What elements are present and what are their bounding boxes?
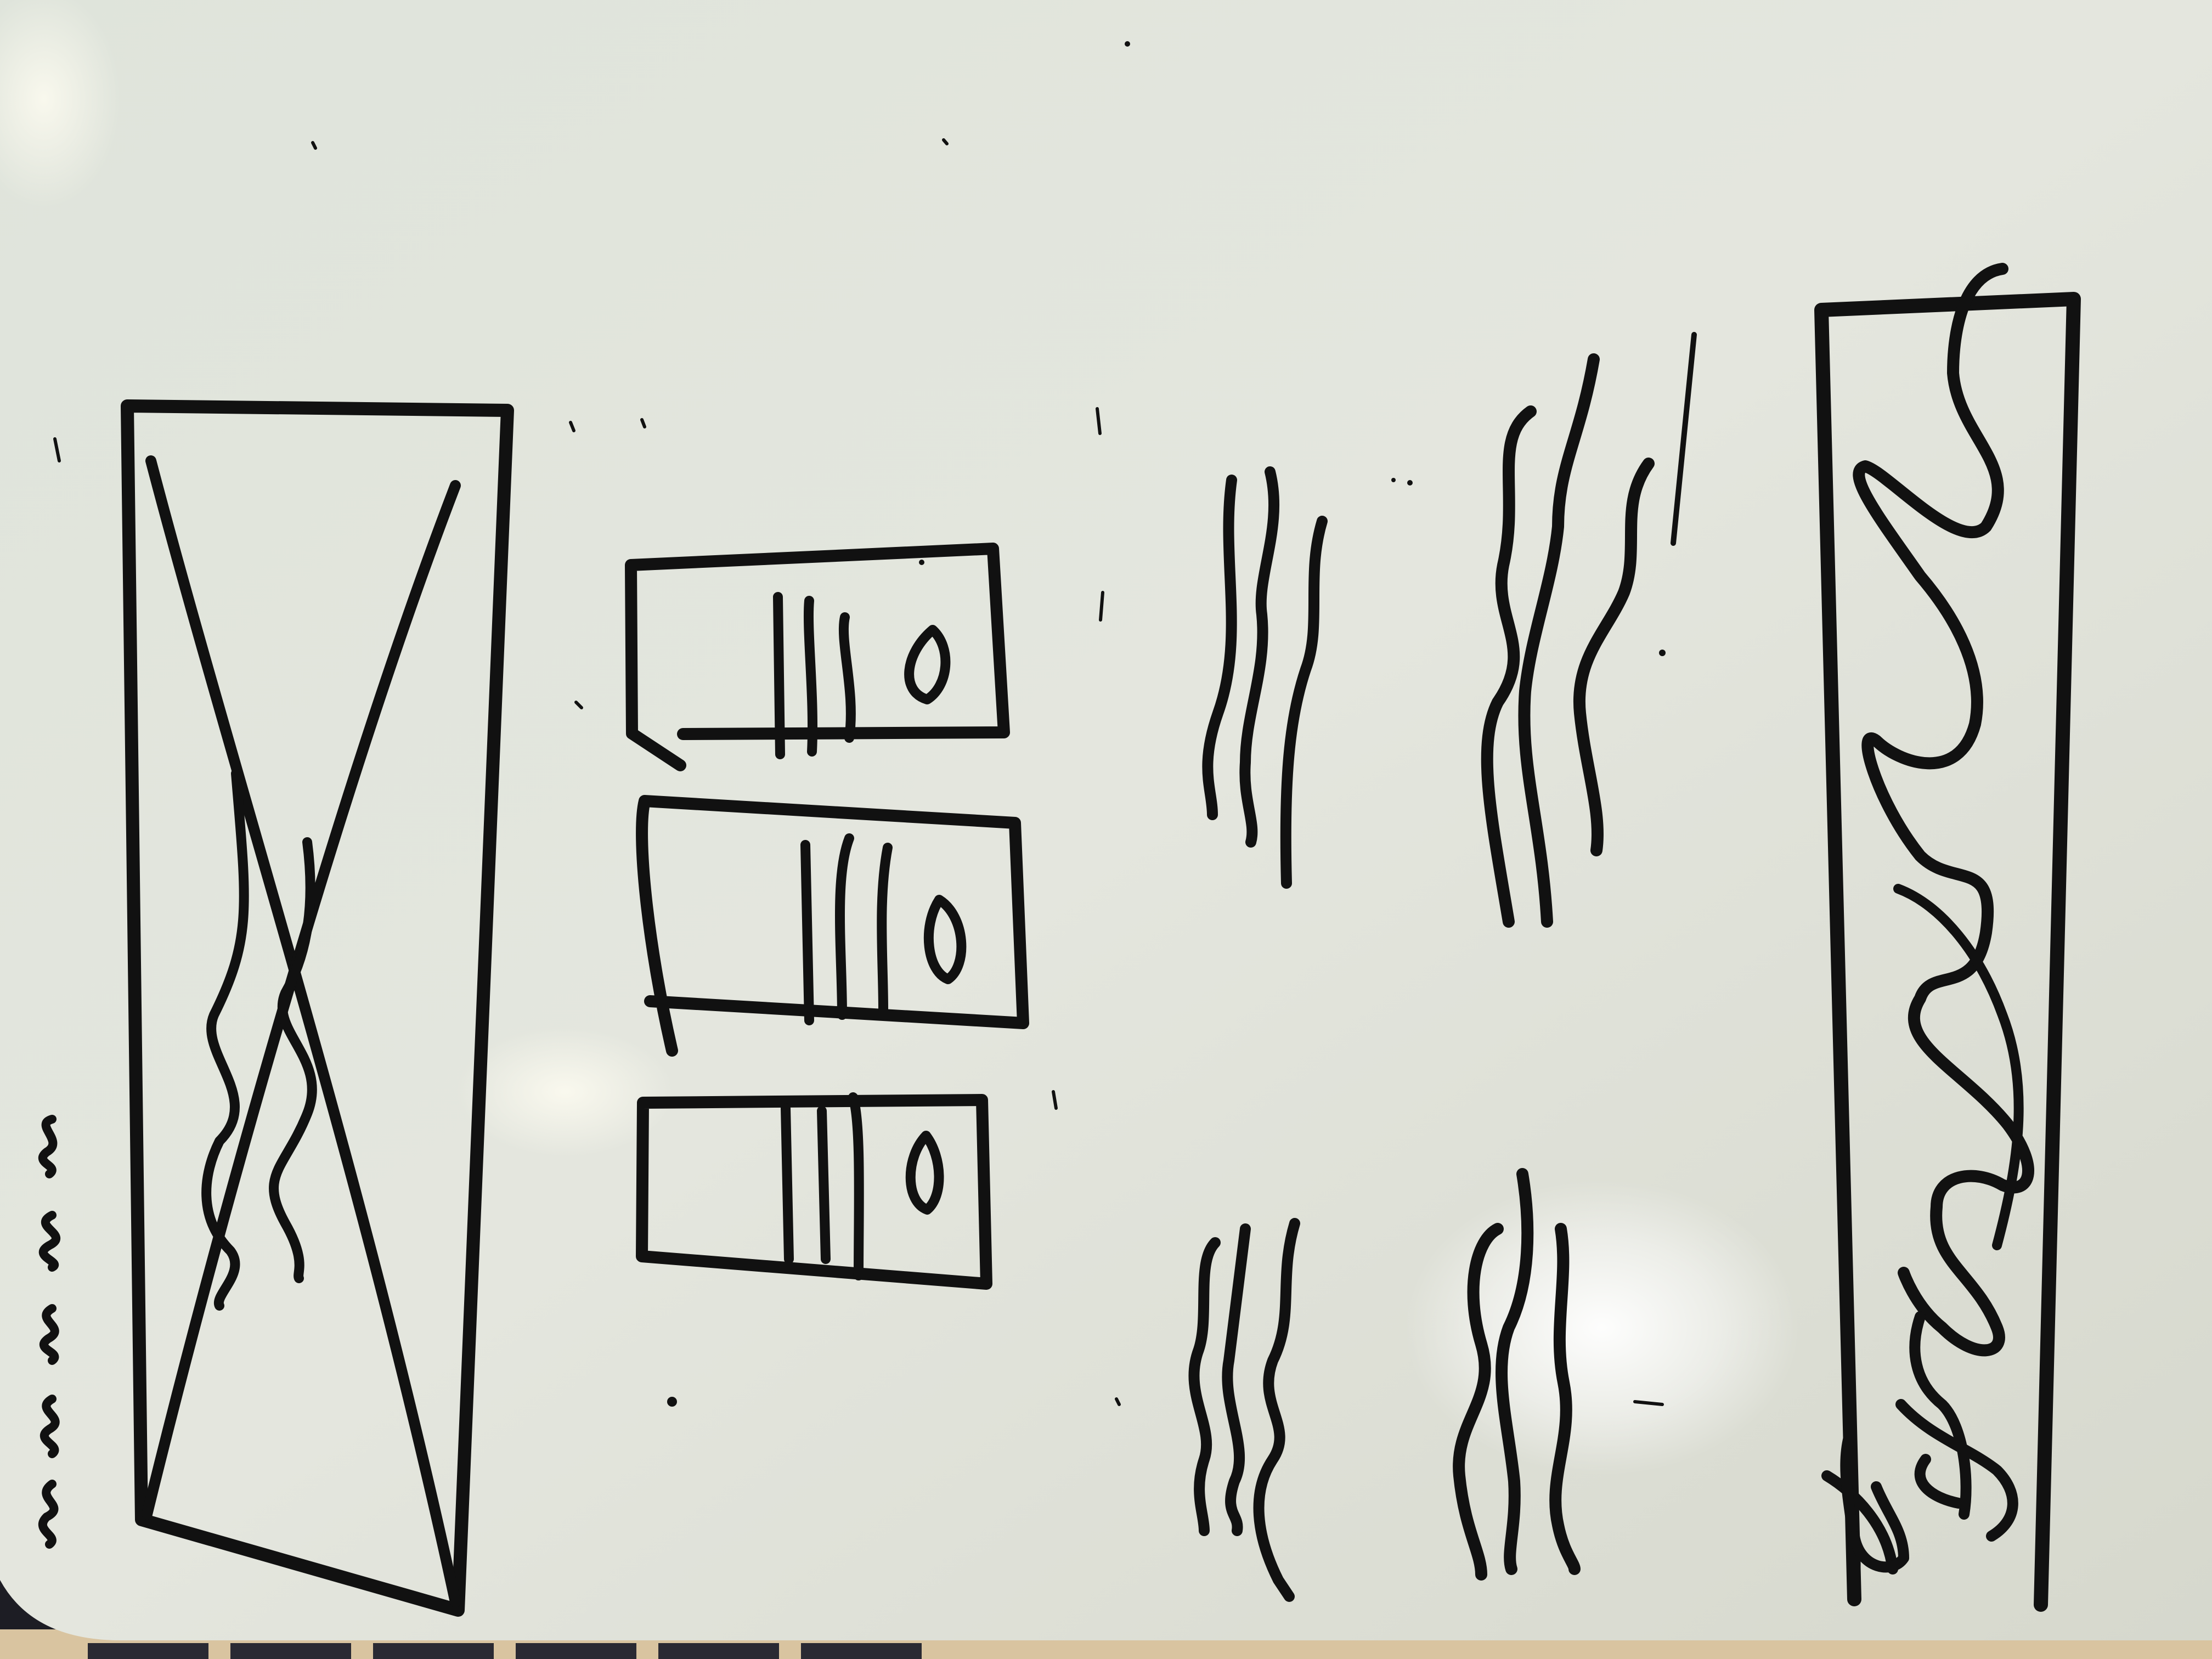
card-2: [636, 795, 1029, 1057]
panel-outline: [121, 399, 514, 1617]
text-block-1: [1202, 466, 1328, 889]
scribble-bar-outline: [1814, 292, 2081, 1612]
card-1-outline: [625, 543, 1010, 771]
card-2-line-a: [800, 840, 814, 1025]
card-3-line-a: [781, 1103, 794, 1264]
card-2-outline: [636, 795, 1029, 1057]
card-1-line-a: [773, 592, 785, 759]
scribble-bar-zigzag: [1853, 263, 2034, 1357]
signature: [1821, 1311, 2018, 1585]
text-block-4: [1453, 1168, 1581, 1581]
panel-cross-a: [145, 455, 461, 1607]
card-1-eye-icon: [904, 625, 951, 704]
text-block-3: [1188, 1218, 1300, 1602]
card-2-line-c: [877, 843, 893, 1014]
scribble-bar: [1814, 263, 2081, 1612]
card-3-line-b: [817, 1106, 831, 1264]
left-squiggles: [38, 1115, 60, 1549]
glare-secondary: [455, 1026, 675, 1158]
card-1-line-b: [804, 596, 817, 757]
card-1-line-c: [838, 612, 856, 743]
card-3: [636, 1092, 992, 1290]
scribble-bar-diagonal: [1893, 884, 2024, 1250]
dust-dots: [667, 41, 1666, 1407]
panel-wave-a: [201, 769, 249, 1311]
hatch-mark: [1671, 332, 1697, 546]
panel-wave-b: [269, 837, 317, 1283]
card-3-outline: [636, 1094, 992, 1290]
glare-top: [0, 0, 121, 208]
laptop-edge: [88, 1643, 922, 1659]
card-2-line-b: [834, 833, 854, 1020]
card-3-line-c: [848, 1092, 864, 1280]
card-3-eye-icon: [905, 1131, 944, 1215]
marker-specks: [53, 138, 1664, 1406]
image-placeholder: [121, 399, 514, 1617]
card-1: [625, 543, 1010, 771]
card-2-eye-icon: [923, 895, 967, 984]
text-block-2: [1481, 332, 1697, 928]
